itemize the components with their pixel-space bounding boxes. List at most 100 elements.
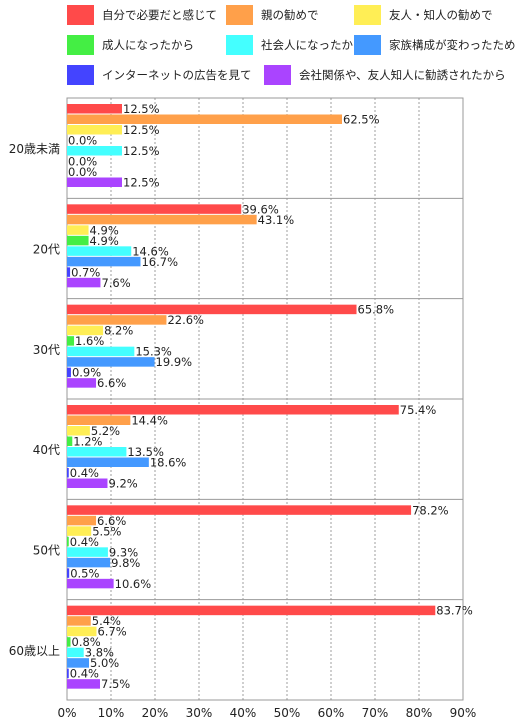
legend-label: 家族構成が変わったため	[389, 38, 516, 52]
bar	[67, 235, 89, 246]
data-label: 0.0%	[68, 165, 97, 179]
data-label: 9.2%	[108, 477, 137, 491]
data-label: 12.5%	[123, 176, 160, 190]
data-label: 65.8%	[358, 303, 395, 317]
bar	[67, 557, 111, 568]
data-label: 4.9%	[90, 223, 119, 237]
data-label: 43.1%	[258, 213, 295, 227]
category-label: 50代	[33, 544, 60, 558]
bar	[67, 415, 131, 425]
bar	[67, 616, 91, 626]
bar	[67, 225, 89, 235]
data-label: 13.5%	[127, 445, 164, 459]
category-label: 20歳未満	[9, 142, 60, 156]
category-label: 40代	[33, 443, 60, 457]
bar	[67, 436, 73, 446]
bar	[67, 505, 412, 515]
data-label: 12.5%	[123, 102, 160, 116]
legend-swatch	[354, 5, 381, 25]
x-tick-label: 0%	[57, 706, 76, 720]
bar	[67, 536, 69, 547]
bar	[67, 104, 122, 114]
x-tick-label: 50%	[274, 706, 301, 720]
bar	[67, 578, 114, 589]
category-label: 30代	[33, 343, 60, 357]
bar	[67, 315, 167, 325]
legend-swatch	[226, 5, 253, 25]
bar	[67, 177, 122, 187]
data-label: 10.6%	[115, 577, 152, 591]
bar	[67, 637, 71, 647]
bar	[67, 679, 100, 689]
bar	[67, 246, 132, 256]
bar	[67, 658, 89, 668]
data-label: 0.8%	[72, 635, 101, 649]
data-label: 8.2%	[104, 324, 133, 338]
data-label: 0.0%	[68, 155, 97, 169]
data-label: 75.4%	[400, 403, 437, 417]
data-label: 22.6%	[167, 313, 204, 327]
bar	[67, 325, 104, 336]
legend-label: 友人・知人の勧めで	[389, 8, 493, 22]
data-label: 5.2%	[91, 424, 120, 438]
legend-label: 会社関係や、友人知人に勧誘されたから	[299, 68, 506, 82]
legend-item: 社会人になったから	[226, 35, 365, 55]
x-tick-label: 80%	[406, 706, 433, 720]
data-label: 14.4%	[131, 414, 168, 428]
legend-label: 自分で必要だと感じて	[102, 8, 217, 22]
data-label: 16.7%	[141, 255, 178, 269]
bar	[67, 547, 108, 557]
bar	[67, 304, 357, 315]
x-tick-label: 40%	[230, 706, 257, 720]
bar	[67, 125, 122, 135]
data-label: 0.5%	[70, 566, 99, 580]
legend-item: 自分で必要だと感じて	[67, 5, 217, 25]
bar	[67, 626, 97, 637]
legend-item: 親の勧めで	[226, 5, 319, 25]
data-label: 12.5%	[123, 144, 160, 158]
legend-label: 社会人になったから	[261, 38, 365, 52]
x-tick-label: 60%	[318, 706, 345, 720]
legend: 自分で必要だと感じて 親の勧めで 友人・知人の勧めで成人になったから 社会人になったか…	[0, 0, 520, 96]
legend-swatch	[354, 35, 381, 55]
data-label: 0.4%	[70, 466, 99, 480]
data-label: 0.7%	[71, 265, 100, 279]
bar	[67, 336, 75, 346]
bar	[67, 457, 149, 467]
x-tick-label: 30%	[186, 706, 213, 720]
data-label: 1.2%	[73, 435, 102, 449]
category-label: 20代	[33, 243, 60, 257]
data-label: 6.6%	[97, 514, 126, 528]
legend-label: 成人になったから	[102, 38, 194, 52]
bar	[67, 515, 97, 526]
bar	[67, 204, 242, 214]
bar	[67, 568, 70, 578]
legend-swatch	[67, 5, 94, 25]
category-label: 60歳以上	[9, 644, 60, 658]
data-label: 18.6%	[150, 456, 187, 470]
bar	[67, 277, 101, 288]
legend-swatch	[226, 35, 253, 55]
bar	[67, 605, 436, 616]
data-label: 15.3%	[135, 345, 172, 359]
data-label: 14.6%	[132, 244, 169, 258]
legend-item: インターネットの広告を見て	[67, 65, 252, 85]
bar	[67, 447, 127, 457]
data-label: 0.0%	[68, 134, 97, 148]
data-label: 6.6%	[97, 376, 126, 390]
data-label: 7.5%	[101, 677, 130, 691]
data-label: 78.2%	[412, 503, 449, 517]
legend-swatch	[67, 65, 94, 85]
x-tick-label: 10%	[98, 706, 125, 720]
x-tick-label: 20%	[142, 706, 169, 720]
data-label: 39.6%	[242, 202, 279, 216]
data-label: 5.5%	[92, 524, 121, 538]
x-tick-label: 70%	[362, 706, 389, 720]
legend-swatch	[67, 35, 94, 55]
legend-label: インターネットの広告を見て	[102, 68, 252, 82]
legend-swatch	[264, 65, 291, 85]
data-label: 5.0%	[90, 656, 119, 670]
bar	[67, 668, 69, 679]
data-label: 4.9%	[90, 234, 119, 248]
